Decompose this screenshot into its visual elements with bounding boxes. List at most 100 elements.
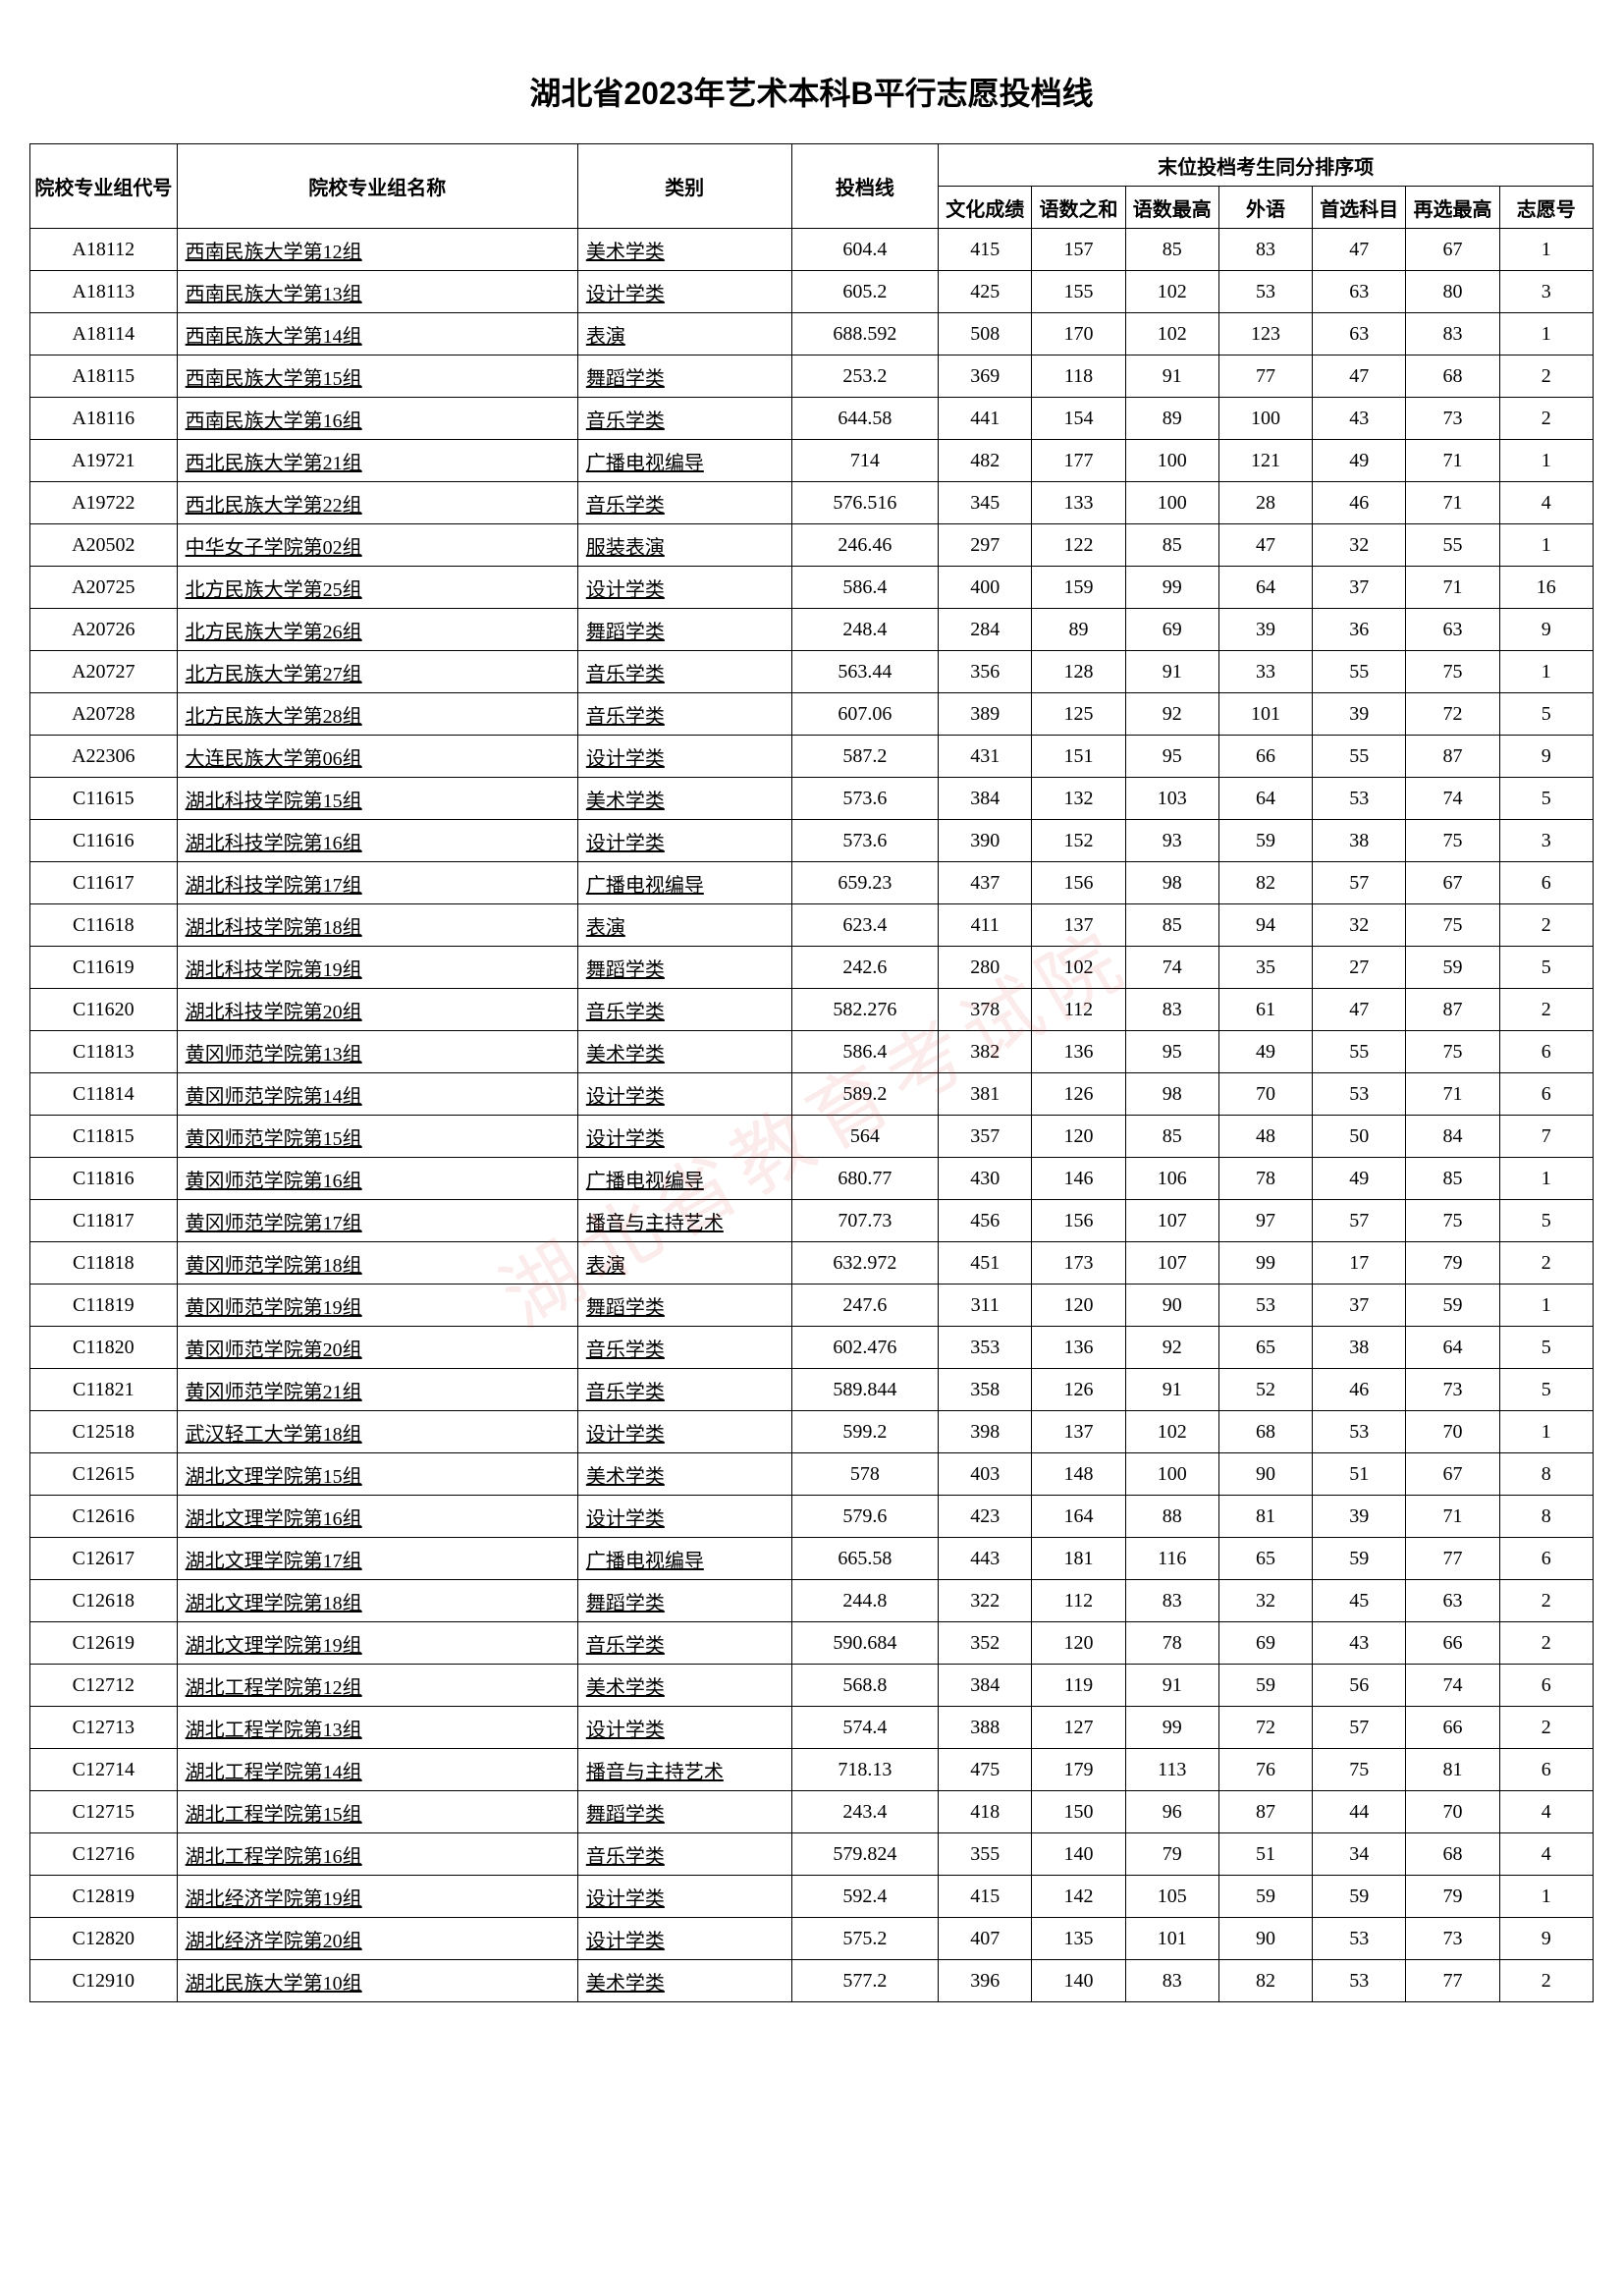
cell-name: 黄冈师范学院第16组 <box>177 1158 577 1200</box>
cell-category: 设计学类 <box>577 820 791 862</box>
cell-category: 广播电视编导 <box>577 862 791 904</box>
cell-name: 西南民族大学第16组 <box>177 398 577 440</box>
cell-category: 音乐学类 <box>577 482 791 524</box>
cell-c1: 384 <box>939 1665 1032 1707</box>
cell-name: 湖北科技学院第17组 <box>177 862 577 904</box>
cell-c5: 47 <box>1313 229 1406 271</box>
cell-category: 音乐学类 <box>577 1622 791 1665</box>
cell-score: 688.592 <box>791 313 939 355</box>
cell-score: 680.77 <box>791 1158 939 1200</box>
cell-score: 243.4 <box>791 1791 939 1833</box>
cell-c4: 99 <box>1218 1242 1312 1285</box>
cell-name: 湖北民族大学第10组 <box>177 1960 577 2002</box>
cell-c5: 55 <box>1313 1031 1406 1073</box>
cell-c4: 68 <box>1218 1411 1312 1453</box>
cell-c2: 159 <box>1032 567 1125 609</box>
table-row: A20725北方民族大学第25组设计学类586.4400159996437711… <box>30 567 1594 609</box>
cell-score: 589.844 <box>791 1369 939 1411</box>
cell-c7: 5 <box>1499 778 1593 820</box>
cell-c1: 353 <box>939 1327 1032 1369</box>
cell-c2: 122 <box>1032 524 1125 567</box>
cell-c1: 381 <box>939 1073 1032 1116</box>
cell-c6: 70 <box>1406 1411 1499 1453</box>
table-row: C11819黄冈师范学院第19组舞蹈学类247.6311120905337591 <box>30 1285 1594 1327</box>
cell-category: 广播电视编导 <box>577 440 791 482</box>
cell-name: 湖北经济学院第19组 <box>177 1876 577 1918</box>
cell-c5: 47 <box>1313 989 1406 1031</box>
cell-score: 659.23 <box>791 862 939 904</box>
cell-name: 北方民族大学第25组 <box>177 567 577 609</box>
th-score: 投档线 <box>791 144 939 229</box>
cell-c2: 126 <box>1032 1073 1125 1116</box>
cell-name: 西南民族大学第15组 <box>177 355 577 398</box>
cell-c7: 1 <box>1499 1285 1593 1327</box>
cell-c7: 8 <box>1499 1496 1593 1538</box>
cell-c2: 127 <box>1032 1707 1125 1749</box>
table-row: C12819湖北经济学院第19组设计学类592.4415142105595979… <box>30 1876 1594 1918</box>
table-row: C12910湖北民族大学第10组美术学类577.2396140838253772 <box>30 1960 1594 2002</box>
cell-score: 586.4 <box>791 567 939 609</box>
cell-c4: 94 <box>1218 904 1312 947</box>
cell-c4: 81 <box>1218 1496 1312 1538</box>
cell-c7: 6 <box>1499 1031 1593 1073</box>
cell-c6: 72 <box>1406 693 1499 736</box>
cell-c4: 97 <box>1218 1200 1312 1242</box>
cell-c1: 322 <box>939 1580 1032 1622</box>
cell-score: 714 <box>791 440 939 482</box>
cell-c1: 443 <box>939 1538 1032 1580</box>
cell-c3: 91 <box>1125 651 1218 693</box>
cell-c1: 356 <box>939 651 1032 693</box>
cell-category: 舞蹈学类 <box>577 355 791 398</box>
cell-c6: 87 <box>1406 989 1499 1031</box>
cell-c3: 116 <box>1125 1538 1218 1580</box>
cell-c3: 78 <box>1125 1622 1218 1665</box>
cell-category: 舞蹈学类 <box>577 609 791 651</box>
cell-c6: 75 <box>1406 1200 1499 1242</box>
cell-code: C11813 <box>30 1031 178 1073</box>
cell-c5: 39 <box>1313 693 1406 736</box>
cell-c1: 382 <box>939 1031 1032 1073</box>
cell-c6: 73 <box>1406 1369 1499 1411</box>
cell-code: A18112 <box>30 229 178 271</box>
cell-c7: 5 <box>1499 947 1593 989</box>
cell-c7: 1 <box>1499 313 1593 355</box>
cell-c7: 6 <box>1499 1665 1593 1707</box>
cell-c3: 93 <box>1125 820 1218 862</box>
cell-c1: 415 <box>939 229 1032 271</box>
cell-category: 设计学类 <box>577 1411 791 1453</box>
cell-c5: 75 <box>1313 1749 1406 1791</box>
cell-c4: 65 <box>1218 1327 1312 1369</box>
cell-c2: 152 <box>1032 820 1125 862</box>
cell-name: 湖北科技学院第19组 <box>177 947 577 989</box>
cell-c4: 77 <box>1218 355 1312 398</box>
cell-c1: 352 <box>939 1622 1032 1665</box>
cell-c2: 155 <box>1032 271 1125 313</box>
cell-c2: 170 <box>1032 313 1125 355</box>
cell-c4: 66 <box>1218 736 1312 778</box>
cell-c4: 121 <box>1218 440 1312 482</box>
cell-category: 音乐学类 <box>577 693 791 736</box>
cell-c1: 378 <box>939 989 1032 1031</box>
cell-c3: 85 <box>1125 904 1218 947</box>
cell-c6: 66 <box>1406 1707 1499 1749</box>
cell-c1: 297 <box>939 524 1032 567</box>
cell-c2: 135 <box>1032 1918 1125 1960</box>
cell-category: 设计学类 <box>577 1707 791 1749</box>
cell-score: 564 <box>791 1116 939 1158</box>
table-row: C12619湖北文理学院第19组音乐学类590.6843521207869436… <box>30 1622 1594 1665</box>
table-row: C11815黄冈师范学院第15组设计学类564357120854850847 <box>30 1116 1594 1158</box>
cell-category: 音乐学类 <box>577 1833 791 1876</box>
cell-c4: 32 <box>1218 1580 1312 1622</box>
cell-c7: 1 <box>1499 1158 1593 1200</box>
cell-c7: 2 <box>1499 355 1593 398</box>
table-row: A22306大连民族大学第06组设计学类587.2431151956655879 <box>30 736 1594 778</box>
table-row: C12714湖北工程学院第14组播音与主持艺术718.1347517911376… <box>30 1749 1594 1791</box>
table-row: C11814黄冈师范学院第14组设计学类589.2381126987053716 <box>30 1073 1594 1116</box>
cell-code: C11616 <box>30 820 178 862</box>
cell-c2: 125 <box>1032 693 1125 736</box>
cell-code: C12714 <box>30 1749 178 1791</box>
cell-c3: 92 <box>1125 693 1218 736</box>
cell-c5: 55 <box>1313 651 1406 693</box>
cell-name: 湖北科技学院第20组 <box>177 989 577 1031</box>
cell-c1: 425 <box>939 271 1032 313</box>
